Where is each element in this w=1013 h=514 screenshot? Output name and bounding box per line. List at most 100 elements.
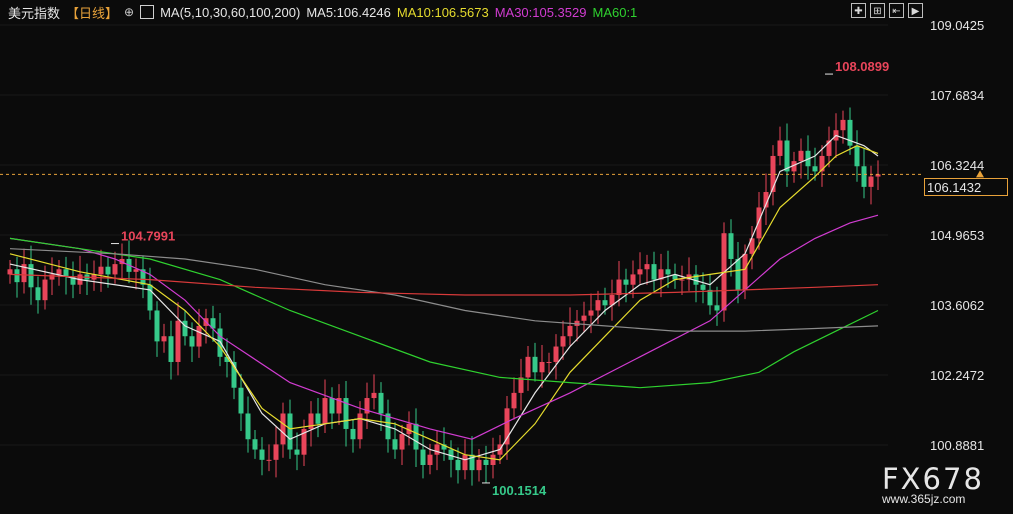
candle <box>826 140 832 156</box>
candle <box>483 459 489 465</box>
ma200-line <box>9 273 879 296</box>
candle <box>672 274 678 280</box>
candle <box>812 166 818 172</box>
candle <box>553 346 559 362</box>
candle <box>133 269 139 272</box>
candle <box>168 336 174 362</box>
candle <box>630 274 636 285</box>
candle <box>448 449 454 460</box>
candle <box>595 300 601 311</box>
ma30-line <box>9 214 879 440</box>
period-selector[interactable]: 【日线】 <box>66 5 119 21</box>
zoom-icon[interactable]: ⊞ <box>870 3 885 18</box>
candle <box>679 279 685 281</box>
candle <box>784 140 790 172</box>
candle <box>525 356 531 378</box>
candle <box>245 413 251 440</box>
candle <box>364 398 370 414</box>
gear-icon[interactable]: ⊕ <box>124 5 135 19</box>
candle <box>210 318 216 329</box>
crosshair-icon[interactable]: ✚ <box>851 3 866 18</box>
candle <box>609 295 615 306</box>
extreme-label: 108.0899 <box>835 59 889 74</box>
candle <box>455 459 461 471</box>
candle <box>7 269 13 275</box>
candle <box>329 398 335 414</box>
candle <box>644 264 650 270</box>
candle <box>777 140 783 156</box>
price-marker-icon <box>976 170 984 178</box>
candle <box>105 266 111 275</box>
candle <box>343 398 349 429</box>
candle <box>357 413 363 440</box>
candle <box>392 439 398 450</box>
candle <box>539 361 545 373</box>
chart-toolbar: ✚ ⊞ ⇤ ▶ <box>851 3 923 18</box>
candle <box>308 413 314 429</box>
candle <box>560 336 566 347</box>
y-tick-label: 103.6062 <box>930 298 984 313</box>
candle <box>476 459 482 471</box>
watermark: FX678 www.365jz.com <box>882 462 984 506</box>
candle <box>735 258 741 290</box>
candle <box>490 454 496 465</box>
candle <box>182 320 188 337</box>
candle <box>714 305 720 311</box>
candle <box>42 279 48 301</box>
y-tick-label: 104.9653 <box>930 228 984 243</box>
candle <box>546 361 552 363</box>
candle <box>532 356 538 373</box>
candle <box>140 269 146 285</box>
candle <box>420 449 426 465</box>
candle <box>868 176 874 187</box>
ma10-readout: MA10:106.5673 <box>396 4 489 20</box>
candle <box>791 161 797 172</box>
ma10-line <box>9 145 879 461</box>
candle <box>616 279 622 296</box>
candle <box>511 392 517 409</box>
candle <box>469 454 475 471</box>
ma5-line <box>9 134 879 461</box>
candle <box>798 150 804 162</box>
candle <box>273 444 279 460</box>
current-price-label: 106.1432 <box>924 178 1008 196</box>
candle <box>49 274 55 280</box>
candle <box>238 387 244 414</box>
candle <box>700 284 706 290</box>
extreme-label: 100.1514 <box>492 483 547 498</box>
candle <box>602 300 608 306</box>
watermark-brand: FX678 <box>882 462 984 496</box>
instrument-title: 美元指数 <box>8 5 61 21</box>
candle <box>154 310 160 342</box>
candle <box>637 269 643 275</box>
candle <box>287 413 293 450</box>
ma-indicator-icon[interactable] <box>140 5 155 19</box>
candle <box>847 119 853 146</box>
ma60-readout: MA60:1 <box>592 4 638 20</box>
candle <box>434 444 440 455</box>
candle <box>854 145 860 167</box>
chart-header: 美元指数 【日线】 ⊕ MA(5,10,30,60,100,200) MA5:1… <box>0 0 840 24</box>
candle <box>413 423 419 450</box>
candle <box>224 356 230 362</box>
candle <box>112 264 118 275</box>
ma60-line <box>9 237 879 389</box>
candle <box>567 325 573 337</box>
candle <box>399 434 405 450</box>
candle <box>406 423 412 435</box>
ma30-readout: MA30:105.3529 <box>494 4 587 20</box>
ma-params[interactable]: MA(5,10,30,60,100,200) <box>160 4 301 20</box>
candle <box>749 238 755 254</box>
candle <box>294 449 300 455</box>
candle <box>217 328 223 357</box>
candle <box>819 155 825 172</box>
y-tick-label: 102.2472 <box>930 368 984 383</box>
step-back-icon[interactable]: ⇤ <box>889 3 904 18</box>
candle <box>259 449 265 460</box>
candle <box>742 253 748 290</box>
candle <box>189 336 195 347</box>
play-icon[interactable]: ▶ <box>908 3 923 18</box>
candle <box>665 269 671 275</box>
